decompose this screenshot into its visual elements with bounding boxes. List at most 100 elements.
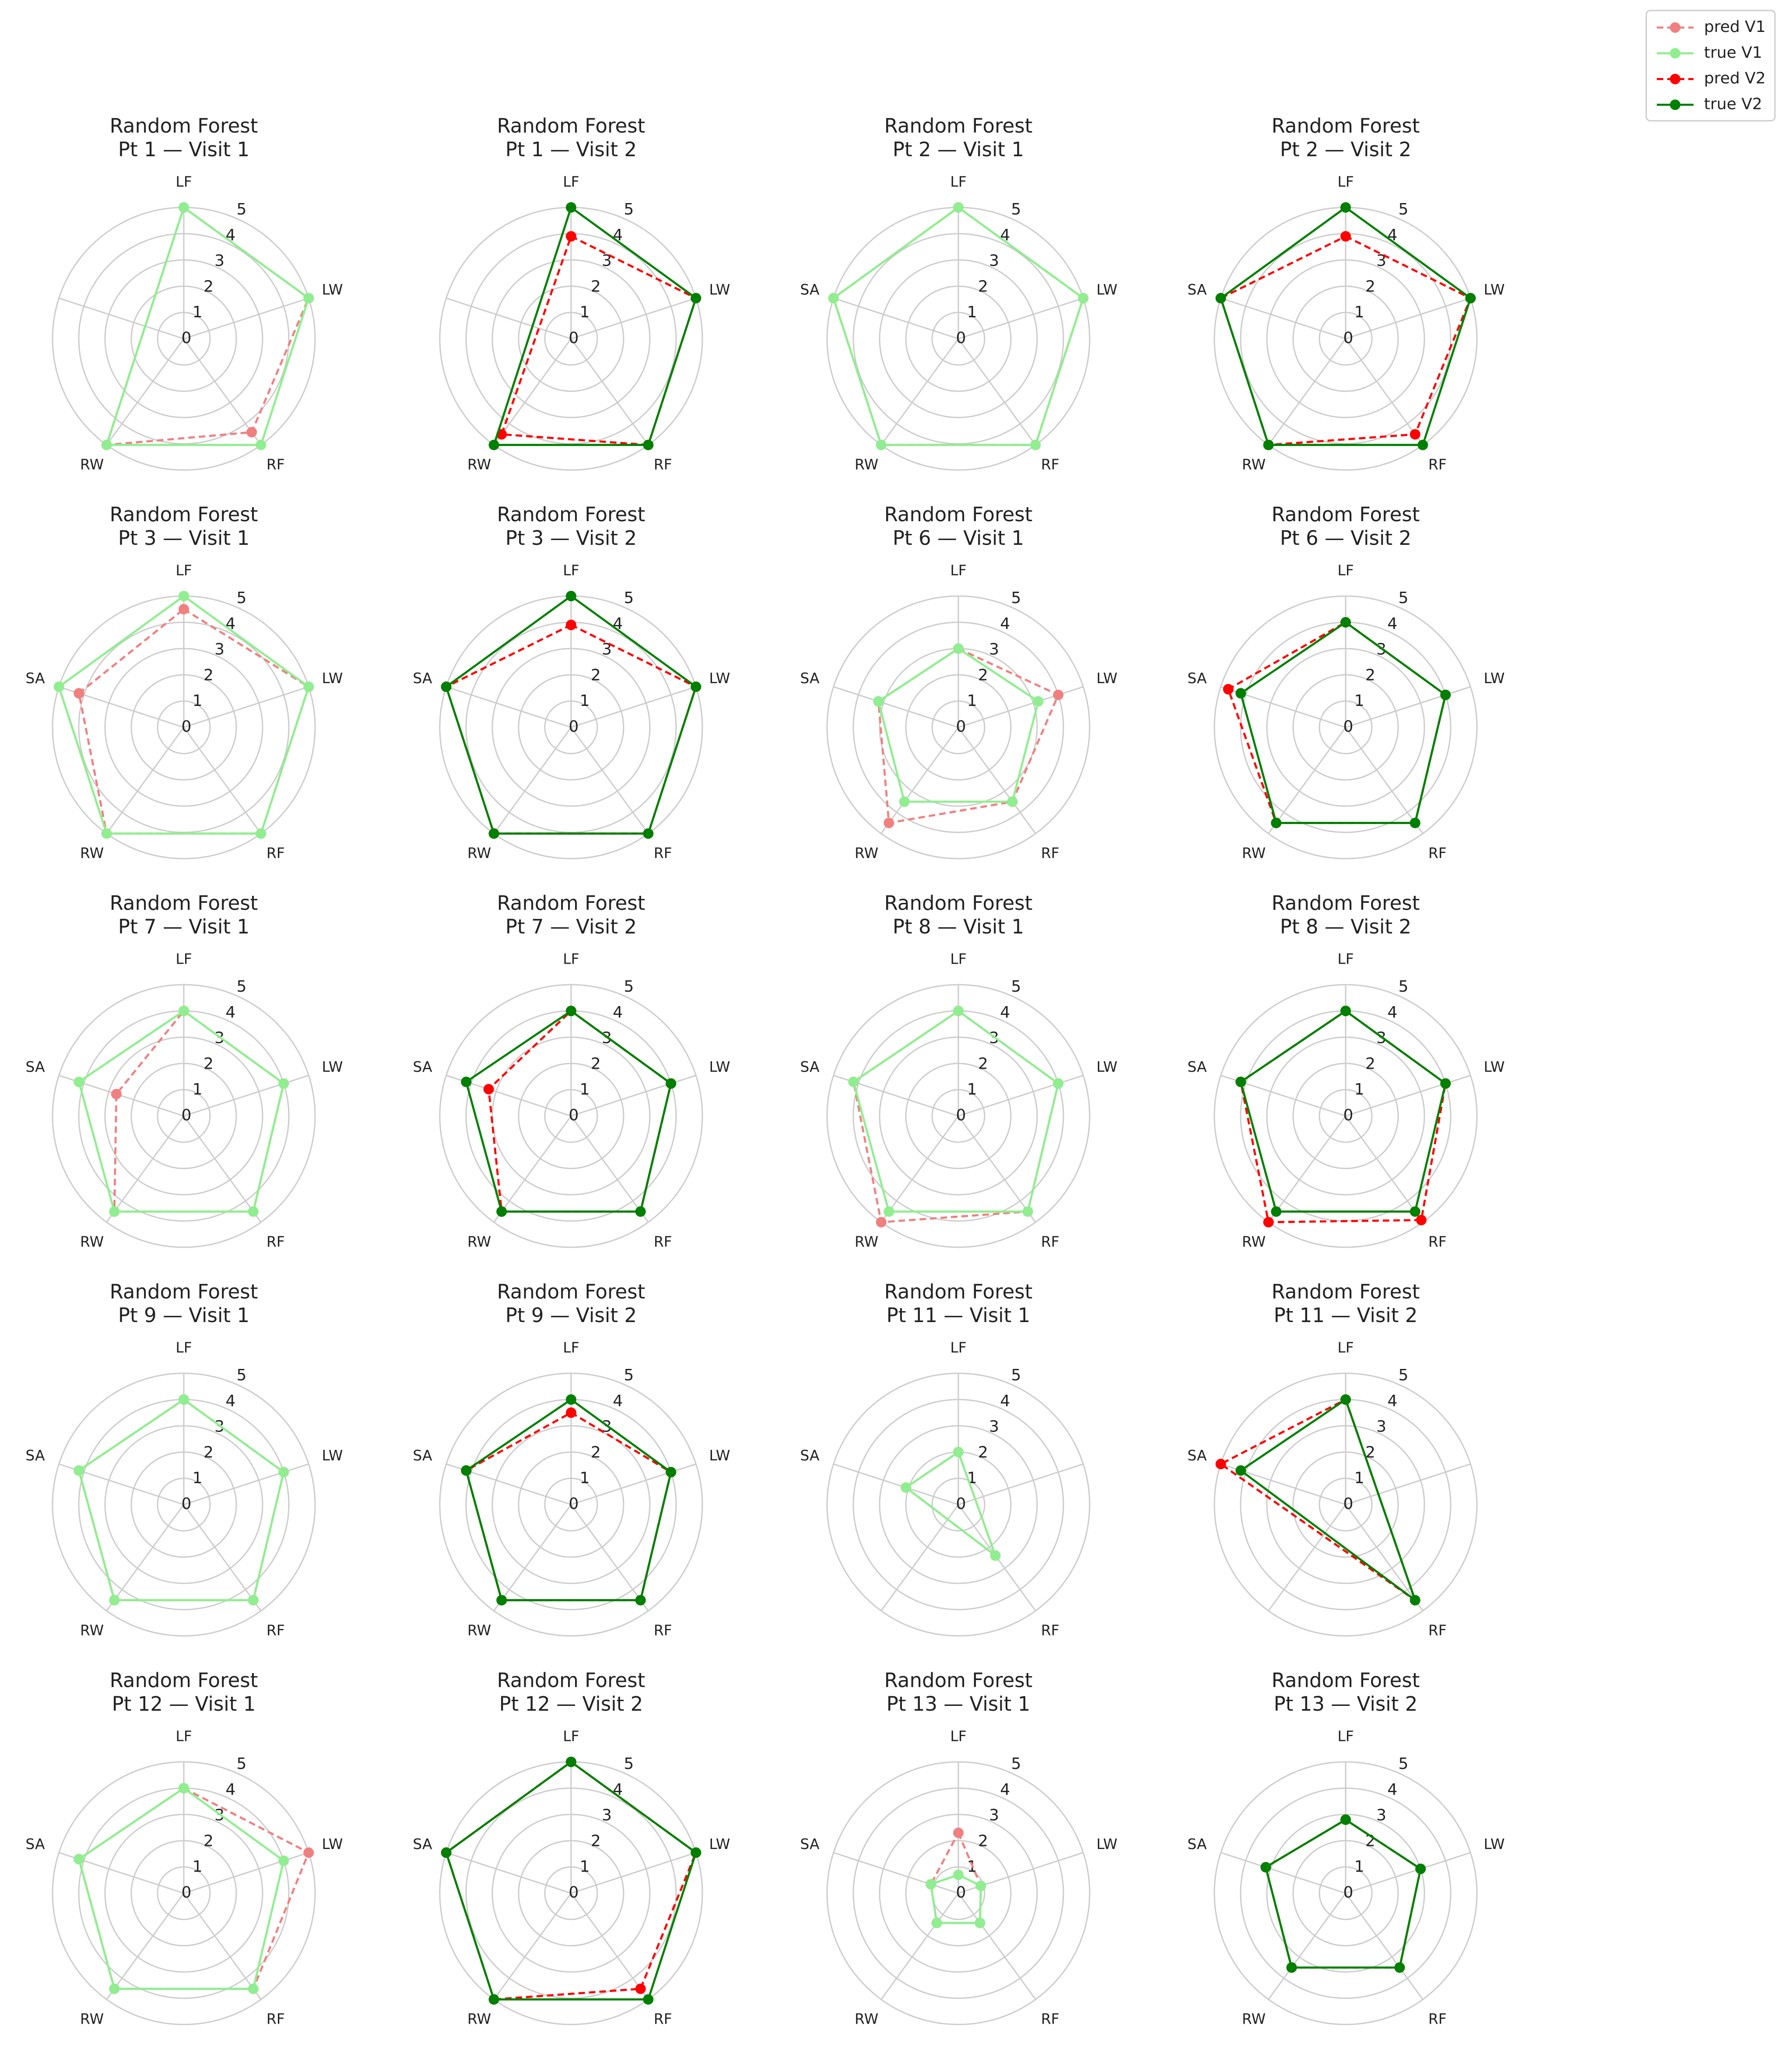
r-tick-label: 2 xyxy=(978,277,988,295)
spoke xyxy=(571,297,696,340)
chart-subtitle: Pt 13 — Visit 1 xyxy=(887,1692,1031,1716)
axis-label: LF xyxy=(950,951,966,968)
series-point xyxy=(643,828,654,839)
chart-title: Random Forest xyxy=(497,503,645,526)
spoke xyxy=(183,686,309,728)
series-point xyxy=(1410,1595,1420,1606)
series-point xyxy=(975,1917,985,1928)
chart-subtitle: Pt 13 — Visit 2 xyxy=(1274,1692,1418,1716)
axis-label: LW xyxy=(709,1835,730,1852)
series-line xyxy=(1239,1010,1447,1213)
axis-label: RF xyxy=(267,1621,285,1638)
chart-subtitle: Pt 11 — Visit 1 xyxy=(887,1304,1031,1327)
series-point xyxy=(926,1879,936,1890)
r-tick-label: 5 xyxy=(237,1755,247,1773)
spoke xyxy=(446,297,572,340)
r-tick-label: 2 xyxy=(203,1832,214,1850)
r-tick-label: 2 xyxy=(1365,277,1375,295)
chart-title: Random Forest xyxy=(1272,891,1420,915)
spoke xyxy=(106,1116,185,1223)
series-point xyxy=(1022,1206,1033,1217)
series-point xyxy=(1465,293,1476,304)
spoke xyxy=(106,338,185,446)
axis-label: LW xyxy=(709,1058,730,1075)
r-tick-label: 0 xyxy=(956,1495,966,1513)
axis-label: SA xyxy=(25,1447,45,1464)
series-point xyxy=(666,1467,677,1477)
axis-label: RW xyxy=(855,2010,878,2027)
r-tick-label: 1 xyxy=(967,1081,977,1098)
r-tick-label: 4 xyxy=(1000,1003,1010,1021)
series-point xyxy=(74,688,84,699)
series-point xyxy=(111,1088,122,1099)
spoke xyxy=(493,1893,572,2000)
spoke xyxy=(183,1893,262,2000)
series-line xyxy=(465,1010,672,1213)
spoke xyxy=(570,1504,649,1611)
spoke xyxy=(183,727,262,834)
axis-label: RF xyxy=(1428,456,1447,473)
spoke xyxy=(106,1504,185,1611)
axis-label: RW xyxy=(467,456,491,473)
series-point xyxy=(1030,439,1041,450)
r-tick-label: 4 xyxy=(613,1392,623,1410)
r-tick-label: 1 xyxy=(193,303,203,321)
series-point xyxy=(635,1983,646,1994)
series-point xyxy=(1271,817,1282,828)
axis-label: LF xyxy=(175,951,192,968)
axis-label: LF xyxy=(175,1339,192,1356)
series-point xyxy=(1410,817,1420,828)
series-point xyxy=(566,1394,576,1405)
spoke xyxy=(957,727,1036,834)
r-tick-label: 5 xyxy=(1011,200,1021,218)
r-tick-label: 0 xyxy=(182,1884,192,1902)
series-point xyxy=(278,1855,289,1866)
spoke xyxy=(1345,727,1424,834)
series-point xyxy=(1415,1863,1426,1874)
chart-title: Random Forest xyxy=(884,503,1033,526)
r-tick-label: 5 xyxy=(624,1366,634,1384)
spoke xyxy=(1268,1893,1347,2000)
r-tick-label: 3 xyxy=(214,252,224,270)
r-tick-label: 1 xyxy=(580,1469,590,1487)
series-point xyxy=(953,643,964,654)
spoke xyxy=(570,338,649,446)
chart-title: Random Forest xyxy=(1272,503,1420,526)
r-tick-label: 1 xyxy=(1354,1081,1364,1098)
series-point xyxy=(461,1077,472,1088)
r-tick-label: 1 xyxy=(580,303,590,321)
axis-label: LW xyxy=(322,1835,343,1852)
series-point xyxy=(488,828,499,839)
spoke xyxy=(880,1893,959,2000)
chart-title: Random Forest xyxy=(110,891,258,915)
series-line xyxy=(832,206,1085,446)
r-tick-label: 5 xyxy=(624,978,634,996)
r-tick-label: 5 xyxy=(237,978,247,996)
axis-label: RW xyxy=(80,1233,104,1250)
chart-title: Random Forest xyxy=(884,1669,1033,1692)
series-point xyxy=(1215,1459,1226,1470)
series-point xyxy=(441,1847,452,1858)
spoke xyxy=(1345,1893,1424,2000)
axis-label: RW xyxy=(1242,456,1266,473)
chart-subtitle: Pt 3 — Visit 2 xyxy=(505,526,637,550)
series-line xyxy=(1227,621,1447,824)
series-line xyxy=(445,595,698,835)
r-tick-label: 0 xyxy=(1343,329,1354,347)
axis-label: RW xyxy=(467,1233,491,1250)
spoke xyxy=(1268,1504,1347,1611)
series-point xyxy=(953,202,964,213)
series-point xyxy=(256,439,267,450)
series-point xyxy=(884,1206,894,1217)
series-line xyxy=(105,206,310,446)
r-tick-label: 5 xyxy=(1399,978,1409,996)
series-point xyxy=(1440,689,1451,700)
spoke xyxy=(880,1504,959,1611)
spoke xyxy=(957,338,1036,446)
